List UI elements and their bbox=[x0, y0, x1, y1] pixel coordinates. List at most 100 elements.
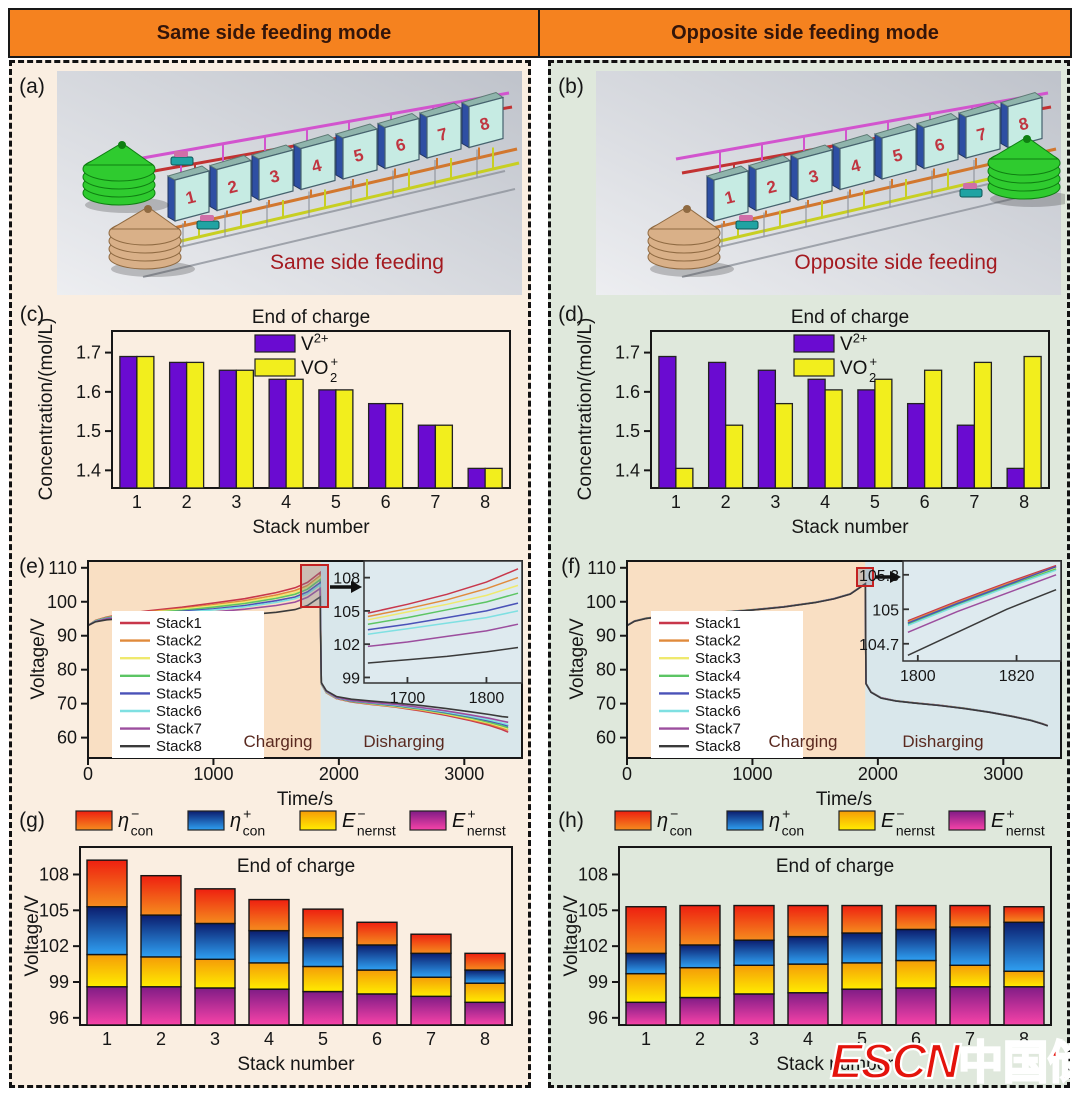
stack-number: 3 bbox=[268, 166, 282, 187]
chart-title: End of charge bbox=[252, 307, 370, 328]
bar bbox=[136, 355, 155, 489]
legend-label: Stack2 bbox=[695, 633, 741, 650]
x-tick-label: 8 bbox=[480, 1029, 490, 1049]
scene-caption: Opposite side feeding bbox=[794, 251, 997, 274]
stack-side bbox=[209, 164, 218, 212]
y-tick-label: 1.7 bbox=[76, 343, 101, 363]
y-tick-label: 1.5 bbox=[76, 421, 101, 441]
inset-line bbox=[367, 623, 519, 648]
bar-segment bbox=[86, 906, 128, 956]
column-same-side: 8 7 6 5 4 3 2 1 Same side feeding End of charge 1.… bbox=[9, 60, 531, 1088]
bar-segment bbox=[733, 993, 775, 1026]
y-tick-label: 60 bbox=[596, 728, 616, 748]
stack-side bbox=[377, 122, 386, 170]
stack-side bbox=[251, 154, 260, 201]
x-tick-label: 3 bbox=[770, 492, 780, 512]
x-tick-label: 7 bbox=[426, 1029, 436, 1049]
bar bbox=[235, 369, 255, 489]
plot-box bbox=[111, 330, 511, 489]
bar-segment bbox=[841, 988, 883, 1026]
x-tick-label: 3 bbox=[210, 1029, 220, 1049]
y-tick-label: 80 bbox=[596, 660, 616, 680]
charging-label: Charging bbox=[769, 732, 838, 751]
inset-line bbox=[907, 574, 1057, 633]
watermark-cjk: 中国储能网 bbox=[957, 1036, 1080, 1089]
y-tick-label: 100 bbox=[47, 592, 77, 612]
stack-side bbox=[167, 175, 176, 222]
legend-label: Stack1 bbox=[695, 615, 741, 632]
bar-segment bbox=[787, 904, 829, 938]
y-axis-title: Concentration/(mol/L) bbox=[36, 318, 57, 501]
legend-box bbox=[112, 611, 264, 758]
column-opposite-side-figure: 8 7 6 5 4 3 2 1 Opposite side feeding End of char… bbox=[558, 71, 1065, 1075]
stack-face bbox=[342, 128, 378, 180]
stack-number: 8 bbox=[478, 114, 492, 135]
stack-side bbox=[958, 112, 967, 159]
inset-y-tick-label: 99 bbox=[342, 670, 360, 687]
pump-body bbox=[959, 188, 983, 198]
panel-label-h: (h) bbox=[558, 809, 584, 832]
bar-segment bbox=[248, 929, 290, 964]
y-tick-label: 1.4 bbox=[76, 460, 101, 480]
inset-x-tick-label: 1820 bbox=[999, 668, 1035, 685]
inset-y-tick-label: 105 bbox=[333, 604, 360, 621]
x-tick-label: 4 bbox=[264, 1029, 274, 1049]
x-tick-label: 4 bbox=[820, 492, 830, 512]
bar-segment bbox=[625, 906, 667, 955]
panel-label-c: (c) bbox=[20, 303, 45, 326]
legend-label: V2+ bbox=[840, 330, 868, 355]
stack-side bbox=[916, 122, 925, 170]
bar-segment bbox=[895, 959, 937, 989]
bar-segment bbox=[410, 995, 452, 1026]
stack-face bbox=[713, 170, 749, 222]
bar-segment bbox=[895, 987, 937, 1026]
watermark: ESCN中国储能网 bbox=[829, 1026, 1080, 1091]
legend-label: Stack4 bbox=[156, 668, 202, 685]
legend-label: Stack7 bbox=[695, 721, 741, 738]
y-tick-label: 1.5 bbox=[615, 421, 640, 441]
bar-segment bbox=[949, 926, 991, 966]
stack-number: 3 bbox=[807, 166, 821, 187]
bar bbox=[1006, 467, 1025, 489]
stack-number: 6 bbox=[933, 135, 947, 156]
bar-segment bbox=[1003, 921, 1045, 972]
y-axis-title: Voltage/V bbox=[567, 618, 588, 700]
y-axis-title: Voltage/V bbox=[561, 895, 582, 977]
inset-line bbox=[367, 646, 519, 664]
inset-line bbox=[907, 569, 1057, 627]
x-tick-label: 5 bbox=[331, 492, 341, 512]
column-opposite-side: 8 7 6 5 4 3 2 1 Opposite side feeding End of char… bbox=[548, 60, 1070, 1088]
rack-line bbox=[681, 188, 1055, 278]
bar bbox=[218, 369, 238, 489]
inset-y-tick-label: 104.7 bbox=[859, 637, 899, 654]
bar-segment bbox=[787, 963, 829, 994]
stack-side bbox=[874, 133, 883, 180]
pipe bbox=[154, 161, 520, 249]
stack-number: 6 bbox=[394, 135, 408, 156]
stack-number: 5 bbox=[352, 145, 366, 166]
bar-segment bbox=[140, 956, 182, 988]
column-same-side-figure: 8 7 6 5 4 3 2 1 Same side feeding End of charge 1.… bbox=[19, 71, 523, 1075]
x-tick-label: 1000 bbox=[193, 764, 233, 784]
x-tick-label: 6 bbox=[372, 1029, 382, 1049]
bar bbox=[658, 355, 677, 489]
bar bbox=[367, 402, 387, 489]
y-tick-label: 1.4 bbox=[615, 460, 640, 480]
inset-line bbox=[907, 564, 1057, 622]
legend-swatch bbox=[838, 810, 876, 831]
bar-segment bbox=[140, 986, 182, 1026]
bar bbox=[857, 389, 876, 489]
bar-segment bbox=[1003, 906, 1045, 923]
bar bbox=[417, 424, 437, 489]
highlight-rect bbox=[300, 564, 329, 608]
rack-line bbox=[667, 170, 1045, 260]
inset-y-tick-label: 102 bbox=[333, 637, 360, 654]
pump-head bbox=[200, 215, 214, 221]
bar-segment bbox=[1003, 970, 1045, 988]
legend-swatch bbox=[726, 810, 764, 831]
tank-cone bbox=[988, 136, 1060, 160]
x-axis-title: Time/s bbox=[816, 789, 872, 810]
